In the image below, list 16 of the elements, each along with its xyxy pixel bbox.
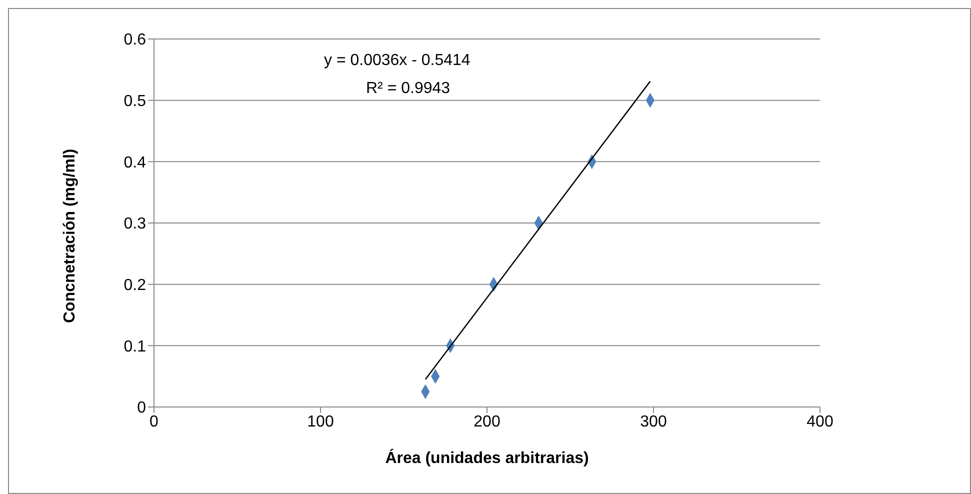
y-tick-label: 0.6 (124, 32, 146, 49)
x-axis-title: Área (unidades arbitrarias) (385, 448, 589, 467)
y-tick-label: 0.3 (124, 216, 146, 233)
x-tick-label: 400 (806, 413, 834, 430)
y-axis-title: Concnetración (mg/ml) (62, 148, 79, 323)
y-tick-label: 0 (137, 400, 146, 417)
x-tick-label: 300 (640, 413, 667, 430)
annotation: y = 0.0036x - 0.5414 (324, 52, 470, 70)
y-tick-label: 0.4 (124, 154, 146, 172)
y-tick-label: 0.2 (124, 277, 146, 294)
x-tick-label: 100 (307, 413, 334, 430)
annotation: R² = 0.9943 (366, 80, 450, 98)
y-tick-label: 0.5 (124, 93, 146, 110)
x-tick-label: 200 (474, 413, 500, 430)
x-tick-label: 0 (150, 413, 159, 430)
y-tick-label: 0.1 (124, 338, 146, 356)
